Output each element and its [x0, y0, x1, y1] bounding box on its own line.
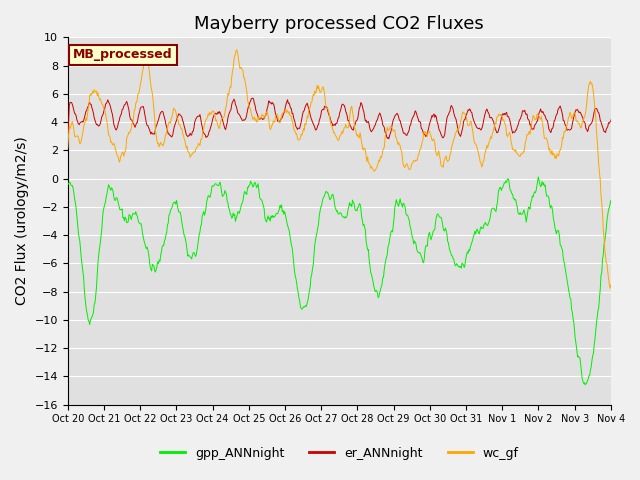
Legend: gpp_ANNnight, er_ANNnight, wc_gf: gpp_ANNnight, er_ANNnight, wc_gf — [155, 442, 524, 465]
Y-axis label: CO2 Flux (urology/m2/s): CO2 Flux (urology/m2/s) — [15, 137, 29, 305]
Text: MB_processed: MB_processed — [73, 48, 173, 61]
Title: Mayberry processed CO2 Fluxes: Mayberry processed CO2 Fluxes — [195, 15, 484, 33]
